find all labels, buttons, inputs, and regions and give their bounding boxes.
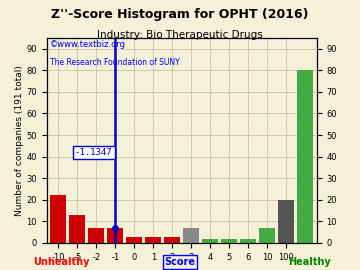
Text: Industry: Bio Therapeutic Drugs: Industry: Bio Therapeutic Drugs: [97, 30, 263, 40]
Text: Z''-Score Histogram for OPHT (2016): Z''-Score Histogram for OPHT (2016): [51, 8, 309, 21]
Bar: [69, 215, 85, 243]
Text: ©www.textbiz.org: ©www.textbiz.org: [50, 40, 126, 49]
Text: Healthy: Healthy: [288, 257, 331, 267]
Text: Unhealthy: Unhealthy: [33, 257, 89, 267]
Bar: [202, 239, 219, 243]
Bar: [107, 228, 123, 243]
Text: -1.1347: -1.1347: [75, 148, 112, 157]
Bar: [88, 228, 104, 243]
Text: Score: Score: [165, 257, 195, 267]
Bar: [145, 237, 161, 243]
Bar: [126, 237, 142, 243]
Bar: [297, 70, 314, 243]
Text: The Research Foundation of SUNY: The Research Foundation of SUNY: [50, 58, 179, 67]
Bar: [164, 237, 180, 243]
Bar: [50, 195, 66, 243]
Bar: [278, 200, 294, 243]
Bar: [221, 239, 237, 243]
Bar: [240, 239, 256, 243]
Bar: [259, 228, 275, 243]
Y-axis label: Number of companies (191 total): Number of companies (191 total): [15, 65, 24, 216]
Bar: [183, 228, 199, 243]
